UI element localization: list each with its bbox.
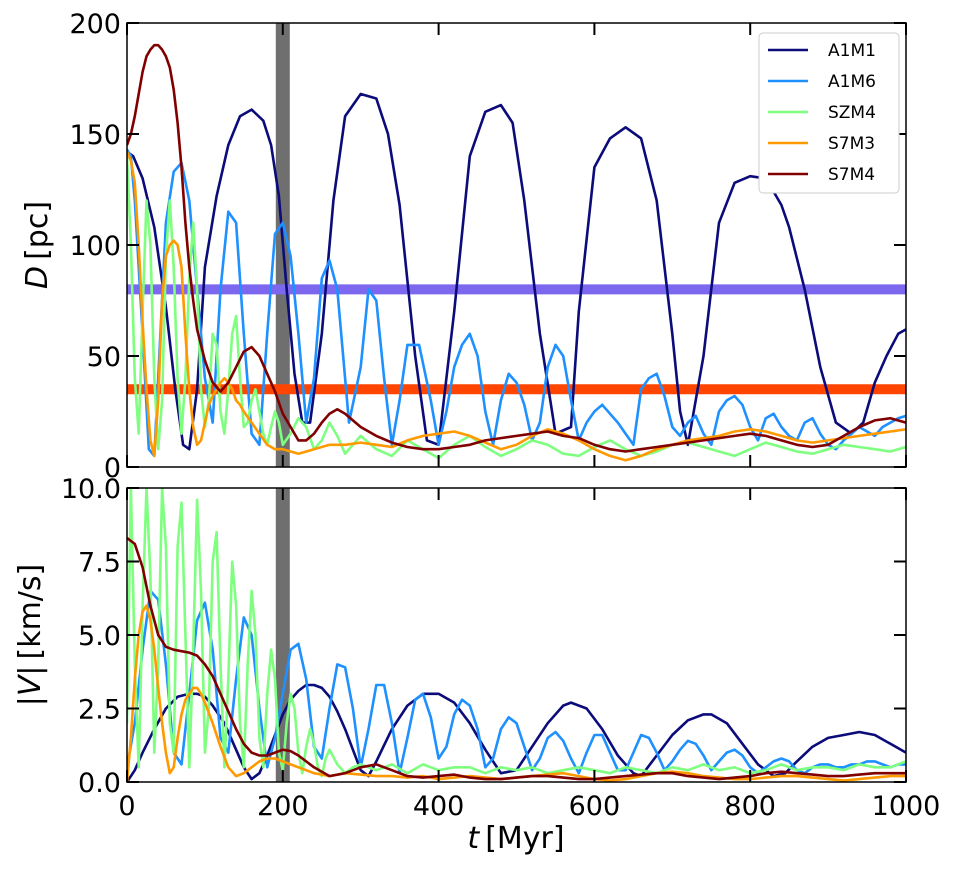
top-hlines-layer (127, 284, 906, 395)
legend: A1M1 A1M6 SZM4 S7M3 S7M4 (758, 32, 900, 194)
x-tick-label: 400 (413, 791, 465, 822)
series-line-szm4 (127, 488, 906, 778)
legend-label-a1m1: A1M1 (828, 41, 876, 61)
top-ticks-layer: 0 50 100 150 200 (69, 9, 907, 484)
legend-entries: A1M1 A1M6 SZM4 S7M3 S7M4 (768, 41, 876, 185)
x-tick-label: 600 (569, 791, 621, 822)
series-line-s7m4 (127, 43, 906, 453)
legend-label-a1m6: A1M6 (828, 72, 876, 92)
x-axis-unit: [Myr] (485, 821, 564, 856)
legend-box (758, 32, 900, 194)
y-tick-label: 5.0 (78, 621, 121, 652)
y-tick-label: 7.5 (78, 548, 121, 579)
x-axis-var: t (467, 821, 480, 856)
y-tick-label: 2.5 (78, 695, 121, 726)
legend-label-s7m4: S7M4 (828, 165, 875, 185)
series-line-s7m3 (127, 151, 906, 462)
series-line-s7m4 (127, 536, 906, 781)
top-y-axis-label: D [pc] (20, 201, 55, 289)
y-tick-label: 150 (69, 120, 121, 151)
y-tick-label: 50 (87, 342, 121, 373)
bottom-y-axis-var: V (13, 673, 48, 696)
y-tick-label: 10.0 (61, 474, 121, 505)
legend-label-s7m3: S7M3 (828, 134, 875, 154)
bottom-ticks-layer: 0.0 2.5 5.0 7.5 10.0 0 200 400 600 800 1000 (61, 474, 940, 822)
y-tick-label: 0.0 (78, 768, 121, 799)
top-plot-frame (126, 22, 907, 468)
top-y-axis-var: D (20, 266, 55, 289)
bottom-plot-frame (126, 487, 907, 783)
legend-label-szm4: SZM4 (828, 103, 876, 123)
x-axis-label: t [Myr] (467, 821, 564, 856)
y-tick-label: 200 (69, 9, 121, 40)
series-line-a1m6 (127, 148, 906, 458)
bottom-series-layer (127, 488, 906, 782)
bottom-y-axis-unit: [km/s] (13, 564, 48, 660)
x-tick-label: 800 (724, 791, 776, 822)
y-tick-label: 100 (69, 231, 121, 262)
x-tick-label: 0 (118, 791, 135, 822)
bottom-y-axis-label: |V|[km/s] (13, 564, 48, 707)
bottom-panel: 0.0 2.5 5.0 7.5 10.0 0 200 400 600 800 1000 |V|[km… (13, 474, 940, 856)
x-tick-label: 1000 (872, 791, 941, 822)
top-panel: 0 50 100 150 200 D [pc] A1M1 A1M6 SZM4 S7M3 S7M4 (20, 9, 907, 484)
x-tick-label: 200 (257, 791, 309, 822)
series-line-a1m1 (127, 683, 906, 782)
y-tick-label: 0 (104, 453, 121, 484)
top-y-axis-unit: [pc] (20, 201, 55, 260)
